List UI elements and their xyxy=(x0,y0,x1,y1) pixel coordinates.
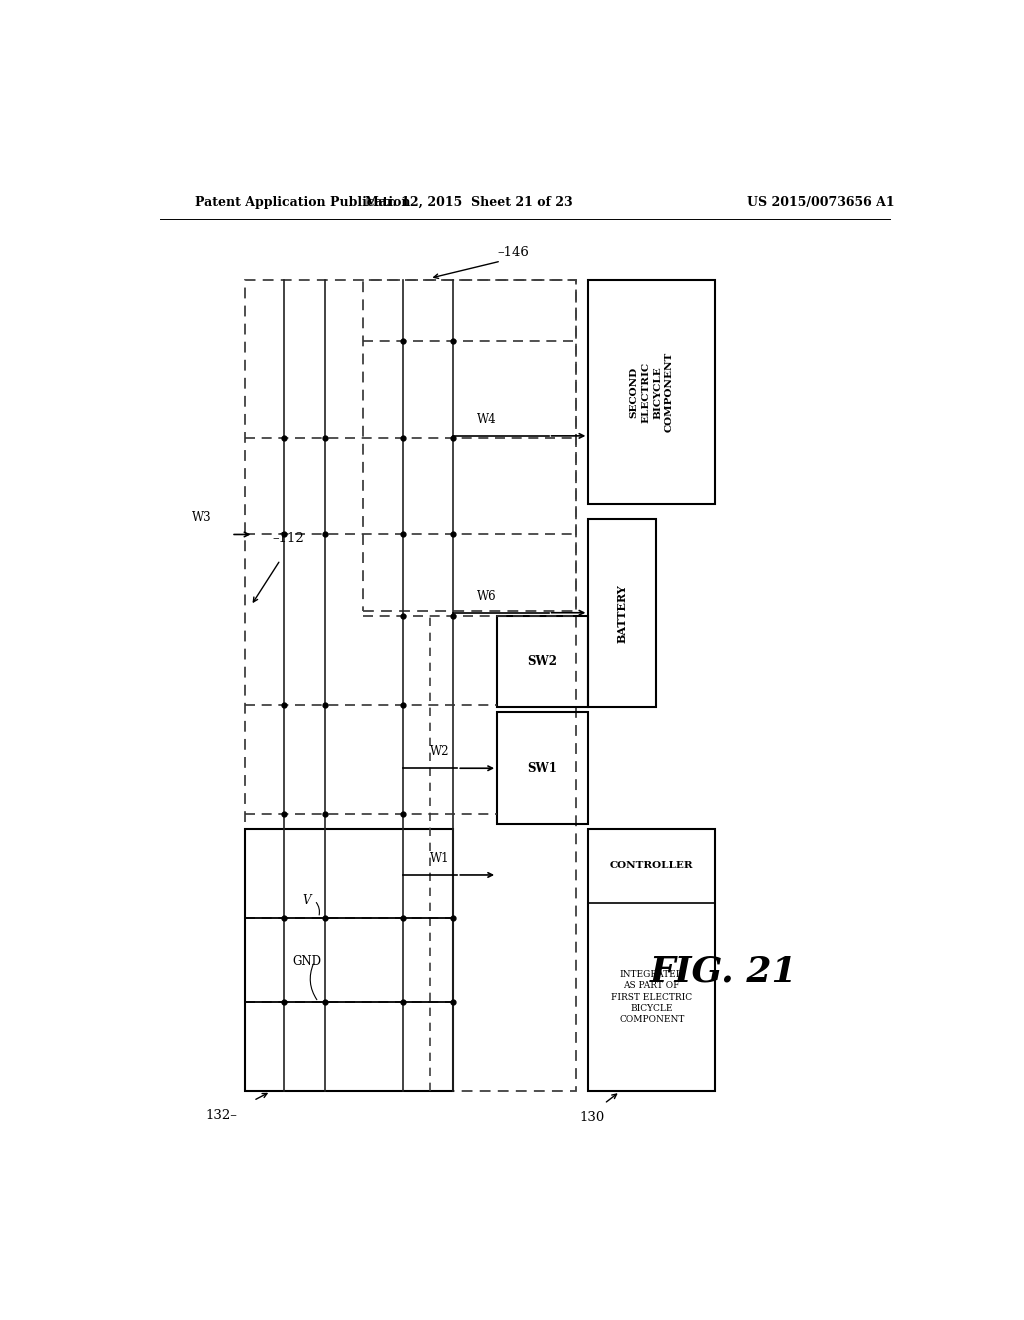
Text: FIG. 21: FIG. 21 xyxy=(649,954,797,989)
Text: Patent Application Publication: Patent Application Publication xyxy=(196,195,411,209)
Text: W1: W1 xyxy=(430,851,450,865)
Text: US 2015/0073656 A1: US 2015/0073656 A1 xyxy=(748,195,895,209)
Text: SECOND
ELECTRIC
BICYCLE
COMPONENT: SECOND ELECTRIC BICYCLE COMPONENT xyxy=(630,352,674,432)
Text: GND: GND xyxy=(292,954,322,968)
Text: W2: W2 xyxy=(430,744,450,758)
Bar xyxy=(362,280,577,611)
Text: –146: –146 xyxy=(497,246,528,259)
Bar xyxy=(588,280,715,504)
Bar xyxy=(497,615,588,708)
Bar xyxy=(588,519,655,708)
Bar xyxy=(497,713,588,824)
Text: Mar. 12, 2015  Sheet 21 of 23: Mar. 12, 2015 Sheet 21 of 23 xyxy=(366,195,573,209)
Text: SW1: SW1 xyxy=(527,762,558,775)
Text: W3: W3 xyxy=(191,511,211,524)
Bar xyxy=(588,829,715,1092)
Bar xyxy=(246,829,454,1092)
Text: BATTERY: BATTERY xyxy=(616,583,628,643)
Text: –112: –112 xyxy=(272,532,304,545)
Bar xyxy=(246,280,577,1092)
Text: CONTROLLER: CONTROLLER xyxy=(610,862,693,870)
Text: INTEGRATED
AS PART OF
FIRST ELECTRIC
BICYCLE
COMPONENT: INTEGRATED AS PART OF FIRST ELECTRIC BIC… xyxy=(611,970,692,1024)
Text: SW2: SW2 xyxy=(527,655,558,668)
Text: W4: W4 xyxy=(477,413,497,426)
Text: 130: 130 xyxy=(580,1110,605,1123)
Text: V: V xyxy=(302,894,311,907)
Text: W6: W6 xyxy=(477,590,497,602)
Text: 132–: 132– xyxy=(206,1109,238,1122)
